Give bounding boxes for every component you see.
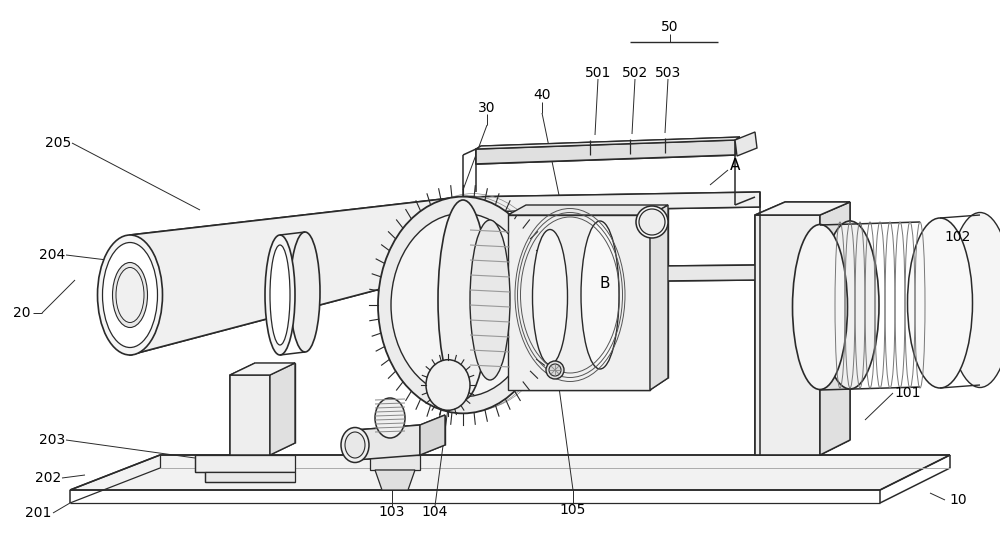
Polygon shape: [230, 363, 295, 375]
Ellipse shape: [821, 221, 879, 389]
Ellipse shape: [98, 235, 162, 355]
Polygon shape: [755, 202, 850, 215]
Polygon shape: [476, 140, 735, 164]
Text: 104: 104: [422, 505, 448, 519]
Text: 502: 502: [622, 66, 648, 80]
Ellipse shape: [908, 218, 972, 388]
Ellipse shape: [375, 398, 405, 438]
Ellipse shape: [341, 428, 369, 462]
Text: 101: 101: [895, 386, 921, 400]
Text: 105: 105: [560, 503, 586, 517]
Text: 205: 205: [45, 136, 71, 150]
Polygon shape: [375, 470, 415, 490]
Polygon shape: [355, 425, 420, 460]
Polygon shape: [755, 215, 820, 455]
Polygon shape: [370, 455, 420, 470]
Ellipse shape: [270, 245, 290, 345]
Polygon shape: [735, 132, 757, 156]
Text: B: B: [600, 275, 610, 290]
Text: 501: 501: [585, 66, 611, 80]
Polygon shape: [463, 192, 760, 212]
Ellipse shape: [470, 220, 510, 380]
Ellipse shape: [265, 235, 295, 355]
Polygon shape: [270, 363, 295, 455]
Text: 201: 201: [25, 506, 51, 520]
Text: 203: 203: [39, 433, 65, 447]
Ellipse shape: [549, 364, 561, 376]
Polygon shape: [508, 215, 650, 390]
Ellipse shape: [532, 230, 568, 364]
Text: 202: 202: [35, 471, 61, 485]
Polygon shape: [463, 265, 760, 283]
Text: 103: 103: [379, 505, 405, 519]
Text: 102: 102: [945, 230, 971, 244]
Text: 40: 40: [533, 88, 551, 102]
Ellipse shape: [636, 206, 668, 238]
Polygon shape: [508, 205, 668, 215]
Polygon shape: [476, 137, 740, 149]
Text: A: A: [730, 158, 740, 172]
Ellipse shape: [792, 225, 848, 390]
Polygon shape: [130, 197, 460, 355]
Ellipse shape: [112, 263, 148, 327]
Text: 503: 503: [655, 66, 681, 80]
Text: 204: 204: [39, 248, 65, 262]
Text: 20: 20: [13, 306, 31, 320]
Ellipse shape: [426, 360, 470, 410]
Ellipse shape: [546, 361, 564, 379]
Text: 30: 30: [478, 101, 496, 115]
Polygon shape: [230, 375, 270, 455]
Ellipse shape: [103, 243, 158, 348]
Polygon shape: [420, 415, 445, 455]
Ellipse shape: [639, 209, 665, 235]
Ellipse shape: [345, 432, 365, 458]
Ellipse shape: [116, 268, 144, 323]
Ellipse shape: [290, 232, 320, 352]
Text: 10: 10: [949, 493, 967, 507]
Polygon shape: [820, 202, 850, 455]
Ellipse shape: [948, 213, 1000, 387]
Ellipse shape: [438, 200, 488, 400]
Polygon shape: [650, 205, 668, 390]
Ellipse shape: [581, 221, 619, 369]
Ellipse shape: [378, 196, 548, 413]
Polygon shape: [70, 455, 950, 490]
Ellipse shape: [391, 213, 535, 397]
Polygon shape: [195, 455, 295, 472]
Text: 50: 50: [661, 20, 679, 34]
Polygon shape: [205, 472, 295, 482]
